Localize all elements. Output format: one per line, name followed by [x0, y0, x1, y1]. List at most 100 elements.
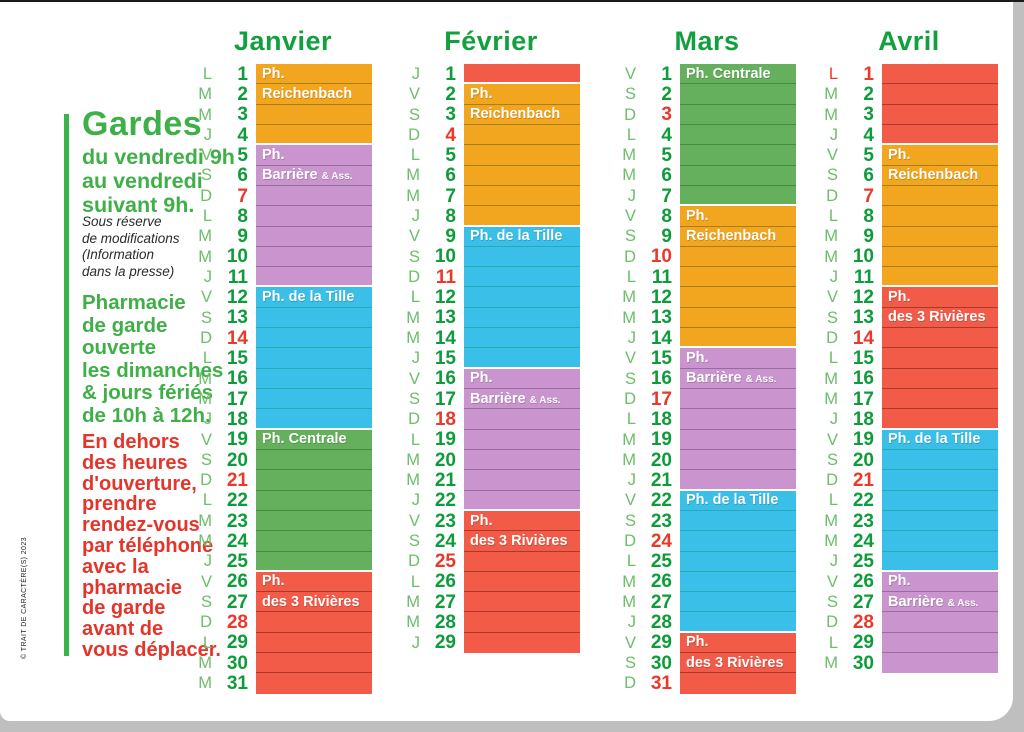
day-row: M 20 — [402, 449, 580, 471]
day-row: M 13 — [402, 307, 580, 329]
day-number: 15 — [434, 348, 456, 370]
day-letter: D — [624, 674, 636, 693]
day-letter: L — [828, 207, 838, 226]
day-number: 8 — [661, 205, 672, 227]
day-letter: L — [828, 64, 838, 83]
day-number: 13 — [650, 307, 672, 329]
pharmacy-band-cell — [680, 470, 796, 491]
day-number: 25 — [226, 551, 248, 573]
pharmacy-band-cell — [680, 571, 796, 593]
day-number: 13 — [434, 307, 456, 329]
day-number: 31 — [650, 673, 672, 695]
pharmacy-band-cell — [680, 510, 796, 532]
pharmacy-label: Ph. — [888, 146, 911, 163]
day-number: 18 — [852, 408, 874, 430]
day-letter: L — [202, 207, 212, 226]
pharmacy-band-cell: Ph. de la Tille — [464, 226, 580, 247]
day-number: 21 — [852, 469, 874, 491]
pharmacy-label: Ph. — [262, 146, 285, 163]
day-letter: D — [826, 186, 838, 205]
day-letter: S — [826, 308, 838, 327]
pharmacy-band-cell — [882, 226, 998, 247]
pharmacy-band-cell — [464, 206, 580, 227]
day-row: J 28 — [618, 612, 796, 633]
day-row: S 13 des 3 Rivières — [820, 307, 998, 329]
day-row: M 12 — [618, 287, 796, 308]
day-letter: M — [824, 532, 838, 551]
day-letter: M — [406, 471, 420, 490]
day-number: 31 — [226, 673, 248, 695]
pharmacy-band-cell: Ph. de la Tille — [256, 287, 372, 308]
day-row: L 26 — [402, 571, 580, 593]
day-letter: S — [624, 653, 636, 672]
day-number: 17 — [650, 388, 672, 410]
day-row: M 2 Reichenbach — [194, 84, 372, 105]
pharmacy-label: Reichenbach — [686, 228, 777, 245]
day-letter: L — [410, 572, 420, 591]
day-row: M 23 — [194, 510, 372, 532]
pharmacy-band-cell — [882, 632, 998, 654]
day-row: L 15 — [820, 348, 998, 369]
day-number: 12 — [226, 287, 248, 309]
day-number: 4 — [445, 124, 456, 146]
day-letter: V — [408, 369, 420, 388]
day-number: 2 — [863, 83, 874, 105]
pharmacy-label: Barrière & Ass. — [470, 390, 561, 407]
pharmacy-label: Ph. — [686, 350, 709, 367]
pharmacy-band-cell — [256, 267, 372, 288]
pharmacy-band-cell — [256, 673, 372, 694]
day-number: 6 — [237, 165, 248, 187]
pharmacy-band-cell — [256, 531, 372, 552]
day-letter: J — [829, 125, 838, 144]
day-row: D 28 — [820, 612, 998, 633]
day-number: 16 — [226, 368, 248, 390]
day-number: 22 — [852, 490, 874, 512]
pharmacy-band-cell — [680, 145, 796, 166]
day-row: V 19 Ph. Centrale — [194, 429, 372, 450]
day-row: J 25 — [820, 551, 998, 572]
day-row: J 29 — [402, 632, 580, 654]
day-row: V 22 Ph. de la Tille — [618, 490, 796, 511]
day-row: L 29 — [820, 632, 998, 654]
pharmacy-label: Ph. Centrale — [686, 65, 771, 82]
day-letter: M — [406, 613, 420, 632]
pharmacy-band-cell — [464, 348, 580, 369]
pharmacy-label: Ph. — [888, 573, 911, 590]
day-letter: V — [624, 633, 636, 652]
day-row: S 27 des 3 Rivières — [194, 592, 372, 613]
day-letter: M — [198, 105, 212, 124]
day-row: V 29 Ph. — [618, 632, 796, 654]
day-row: V 23 Ph. — [402, 510, 580, 532]
day-letter: J — [627, 186, 636, 205]
day-number: 20 — [650, 449, 672, 471]
day-number: 29 — [226, 632, 248, 654]
day-letter: S — [826, 593, 838, 612]
pharmacy-band-cell: Ph. Centrale — [680, 64, 796, 85]
day-row: L 11 — [618, 267, 796, 288]
pharmacy-band-cell — [882, 267, 998, 288]
day-row: M 26 — [618, 571, 796, 593]
day-row: M 31 — [194, 673, 372, 695]
month-title: Janvier — [233, 26, 333, 56]
day-row: V 26 Ph. — [820, 571, 998, 593]
pharmacy-band-cell — [256, 246, 372, 268]
pharmacy-label-suffix: & Ass. — [947, 597, 979, 609]
pharmacy-band-cell — [680, 592, 796, 613]
day-letter: M — [622, 288, 636, 307]
day-number: 10 — [852, 246, 874, 268]
pharmacy-band-cell — [464, 64, 580, 85]
day-letter: S — [624, 227, 636, 246]
copyright-vertical-text: © TRAIT DE CARACTÈRE(S) 2023 — [21, 537, 28, 659]
pharmacy-band-cell — [882, 449, 998, 471]
pharmacy-band-cell — [882, 490, 998, 511]
day-row: D 10 — [618, 246, 796, 268]
day-number: 15 — [226, 348, 248, 370]
day-number: 16 — [852, 368, 874, 390]
day-number: 17 — [226, 388, 248, 410]
pharmacy-band-cell — [680, 185, 796, 207]
